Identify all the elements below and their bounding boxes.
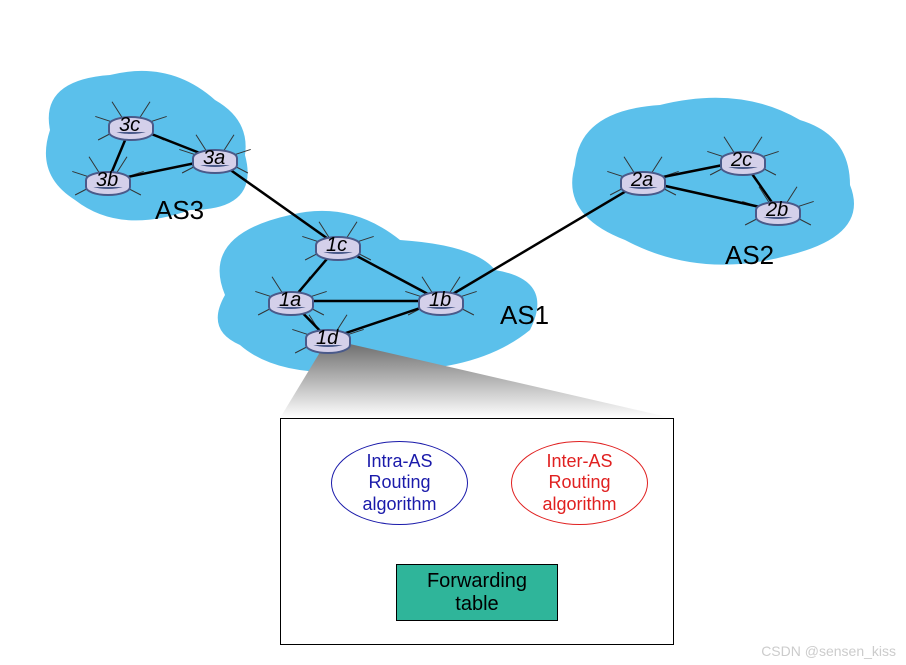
router-3b	[85, 170, 131, 192]
as-label-AS1: AS1	[500, 300, 549, 331]
as-blob-AS2	[572, 98, 854, 265]
router-3a	[192, 148, 238, 170]
router-1b	[418, 290, 464, 312]
intra-l3: algorithm	[362, 494, 436, 514]
as-blob-AS3	[46, 71, 248, 221]
forwarding-table: Forwarding table	[396, 564, 558, 621]
inter-l3: algorithm	[542, 494, 616, 514]
router-1c	[315, 235, 361, 257]
router-2b	[755, 200, 801, 222]
link-1b-2a	[441, 181, 643, 301]
intra-as-oval: Intra-AS Routing algorithm	[331, 441, 468, 525]
router-3c	[108, 115, 154, 137]
as-blob-AS1	[218, 211, 538, 372]
inter-as-oval: Inter-AS Routing algorithm	[511, 441, 648, 525]
fw-l2: table	[455, 593, 498, 615]
watermark: CSDN @sensen_kiss	[761, 643, 896, 659]
fw-l1: Forwarding	[427, 570, 527, 592]
intra-l1: Intra-AS	[366, 451, 432, 471]
inter-l1: Inter-AS	[546, 451, 612, 471]
inter-l2: Routing	[548, 472, 610, 492]
as-label-AS3: AS3	[155, 195, 204, 226]
router-2a	[620, 170, 666, 192]
as-label-AS2: AS2	[725, 240, 774, 271]
router-1d	[305, 328, 351, 350]
detail-box: Intra-AS Routing algorithm Inter-AS Rout…	[280, 418, 674, 645]
router-2c	[720, 150, 766, 172]
intra-l2: Routing	[368, 472, 430, 492]
router-1a	[268, 290, 314, 312]
